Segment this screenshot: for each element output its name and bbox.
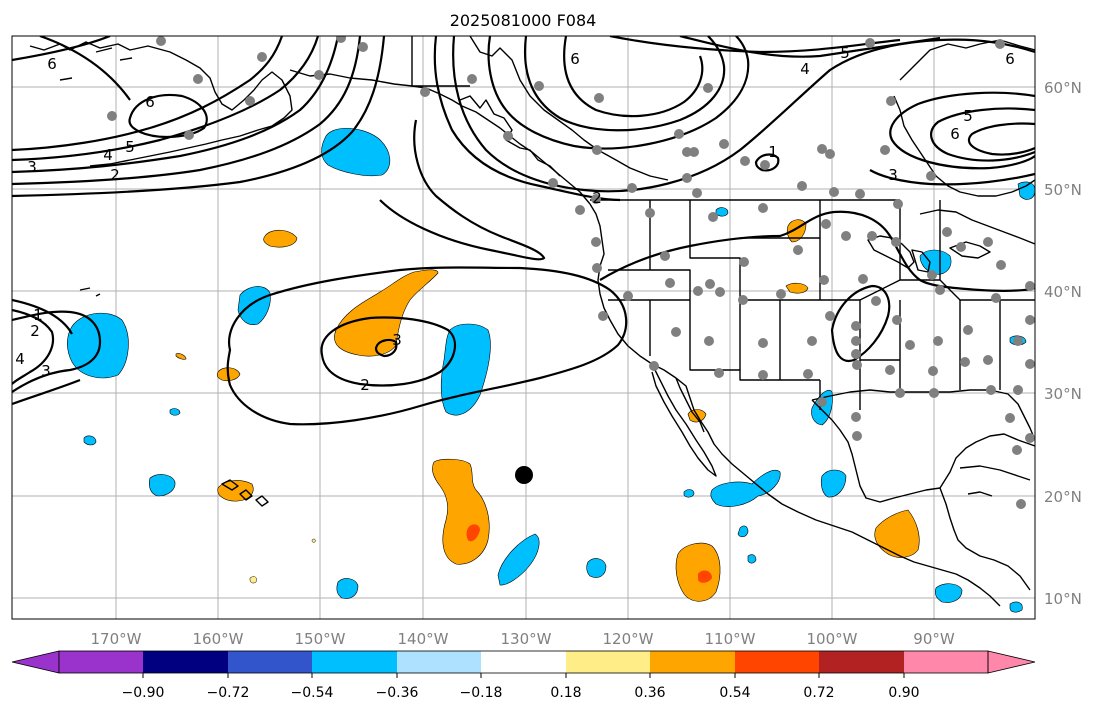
colorbar-segment xyxy=(650,651,735,673)
colorbar: −0.90 −0.72 −0.54 −0.36 −0.18 0.18 0.36 … xyxy=(11,650,1036,701)
station-dots xyxy=(107,36,1035,509)
colorbar-tick-label: 0.18 xyxy=(550,685,581,701)
contour-label: 1 xyxy=(33,306,43,324)
contour-label: 6 xyxy=(145,93,155,111)
contour-label: 3 xyxy=(392,331,402,349)
longitude-labels: 170°W 160°W 150°W 140°W 130°W 120°W 110°… xyxy=(91,630,955,648)
contour-label: 1 xyxy=(768,143,778,161)
contour-label: 6 xyxy=(47,55,57,73)
colorbar-segment xyxy=(59,651,143,673)
colorbar-segment xyxy=(312,651,397,673)
lon-label: 130°W xyxy=(501,630,552,648)
lon-label: 170°W xyxy=(91,630,142,648)
colorbar-tick-label: −0.54 xyxy=(291,685,334,701)
colorbar-segment xyxy=(481,651,566,673)
contour-label: 3 xyxy=(888,166,898,184)
contour-label: 6 xyxy=(570,50,580,68)
coastlines-and-borders xyxy=(29,36,1035,607)
contour-label: 5 xyxy=(840,44,850,62)
map-frame xyxy=(11,35,1036,620)
contour-label: 2 xyxy=(592,189,602,207)
lon-label: 120°W xyxy=(603,630,654,648)
colorbar-segment xyxy=(566,651,650,673)
contour-label: 4 xyxy=(103,146,113,164)
lon-label: 110°W xyxy=(705,630,756,648)
colorbar-max-extend xyxy=(987,650,1036,674)
contour-lines xyxy=(12,36,1035,426)
latitude-labels: 60°N 50°N 40°N 30°N 20°N 10°N xyxy=(1044,79,1082,608)
colorbar-tick-label: 0.90 xyxy=(888,685,919,701)
colorbar-tick-label: 0.54 xyxy=(719,685,750,701)
lat-label: 10°N xyxy=(1044,590,1082,608)
contour-label: 6 xyxy=(950,125,960,143)
contour-label: 6 xyxy=(1005,50,1015,68)
contour-label: 2 xyxy=(360,376,370,394)
colorbar-segment xyxy=(904,651,988,673)
colorbar-tick-label: −0.90 xyxy=(122,685,165,701)
colorbar-segment xyxy=(143,651,228,673)
location-marker xyxy=(515,466,533,484)
colorbar-segment xyxy=(819,651,904,673)
light-positive-anomaly-areas xyxy=(249,538,316,584)
contour-label: 2 xyxy=(30,322,40,340)
contour-label: 4 xyxy=(15,350,25,368)
lat-label: 20°N xyxy=(1044,488,1082,506)
colorbar-segment xyxy=(397,651,481,673)
lon-label: 100°W xyxy=(807,630,858,648)
colorbar-tick-label: 0.36 xyxy=(634,685,665,701)
contour-label: 4 xyxy=(800,60,810,78)
colorbar-segment xyxy=(228,651,312,673)
contour-label: 3 xyxy=(27,158,37,176)
colorbar-tick-label: 0.72 xyxy=(803,685,834,701)
contour-label: 5 xyxy=(963,107,973,125)
figure-title: 2025081000 F084 xyxy=(450,11,597,30)
lat-label: 40°N xyxy=(1044,283,1082,301)
colorbar-frame xyxy=(58,650,989,674)
colorbar-segment xyxy=(735,651,819,673)
colorbar-tick-label: −0.72 xyxy=(207,685,250,701)
colorbar-min-extend xyxy=(11,650,60,674)
colorbar-tick-label: −0.18 xyxy=(460,685,503,701)
lon-label: 90°W xyxy=(913,630,955,648)
strong-positive-anomaly-areas xyxy=(466,524,712,583)
colorbar-ticks xyxy=(142,673,905,678)
contour-label-group: 6 6 6 5 4 3 2 6 5 4 5 6 3 1 2 3 2 1 2 3 xyxy=(15,44,1015,394)
graticule xyxy=(12,36,1035,619)
lon-label: 160°W xyxy=(193,630,244,648)
colorbar-tick-label: −0.36 xyxy=(376,685,419,701)
lat-label: 50°N xyxy=(1044,181,1082,199)
lat-label: 30°N xyxy=(1044,385,1082,403)
lon-label: 150°W xyxy=(295,630,346,648)
contour-label: 5 xyxy=(125,138,135,156)
lat-label: 60°N xyxy=(1044,79,1082,97)
map-panel: 6 6 6 5 4 3 2 6 5 4 5 6 3 1 2 3 2 1 2 3 xyxy=(11,35,1036,620)
contour-label: 3 xyxy=(41,362,51,380)
lon-label: 140°W xyxy=(398,630,449,648)
negative-anomaly-areas xyxy=(66,128,1035,613)
contour-label: 2 xyxy=(110,166,120,184)
